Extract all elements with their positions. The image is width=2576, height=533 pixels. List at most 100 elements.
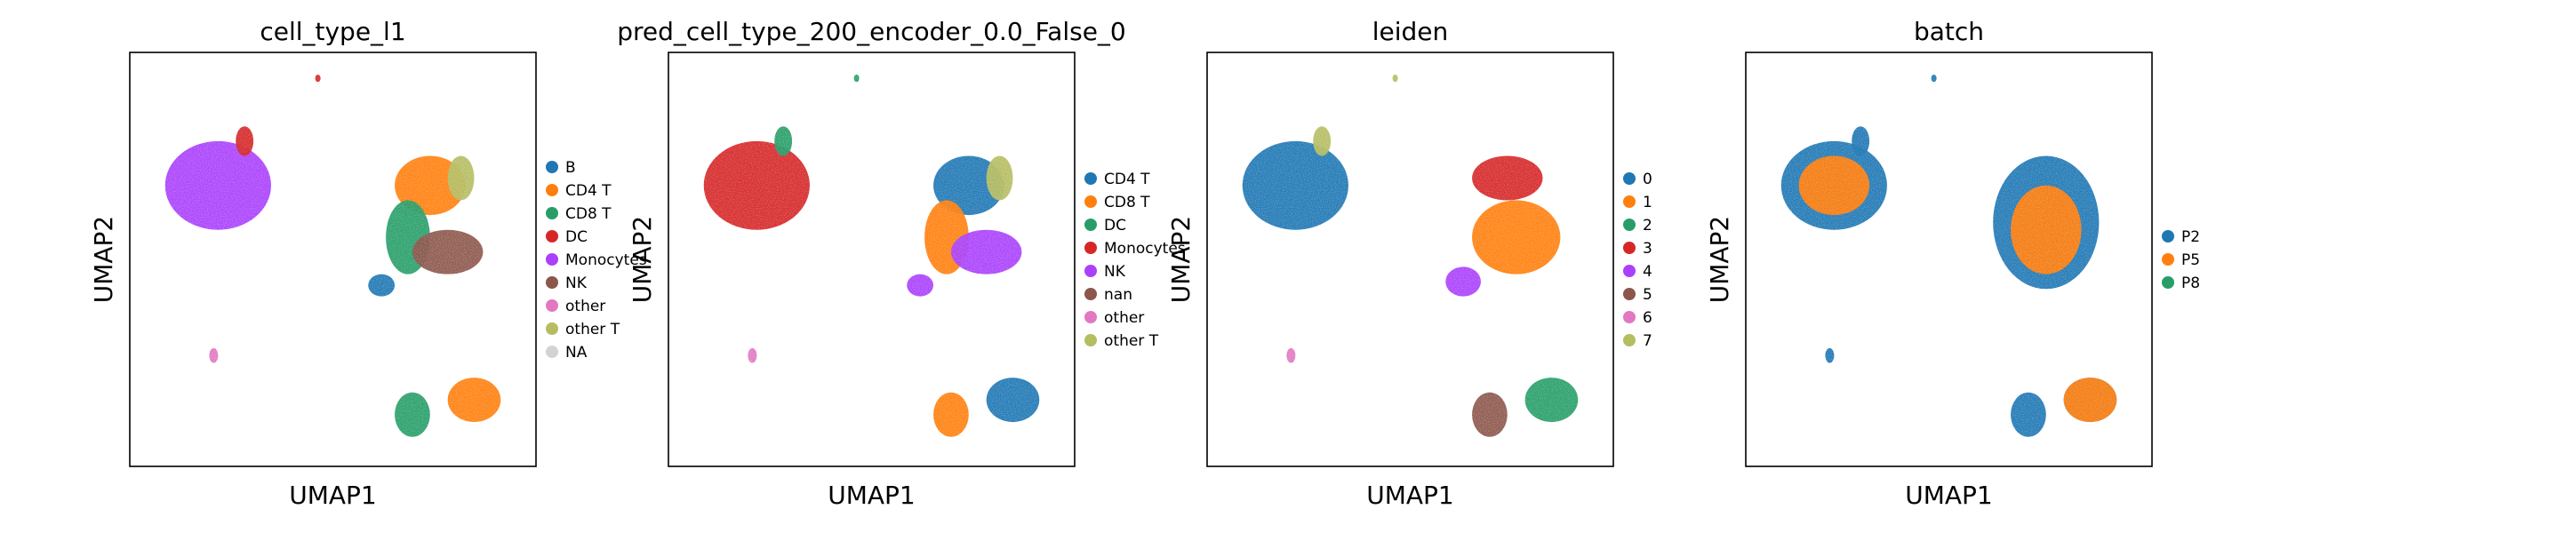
legend-label: DC [565,228,588,246]
legend-label: 4 [1643,263,1652,281]
legend-label: 7 [1643,332,1652,350]
legend-marker [1623,334,1636,346]
legend-marker [1623,242,1636,254]
legend-label: NK [1104,263,1126,281]
umap-panel-2: pred_cell_type_200_encoder_0.0_False_0 UM… [617,17,1186,510]
cluster-layer [1746,52,2152,466]
legend-label: 2 [1643,217,1652,235]
legend-marker [546,299,558,312]
legend-label: CD4 T [565,182,612,200]
umap-panel-3: leiden UMAP1 UMAP2 0 1 2 3 4 5 6 7 [1166,17,1652,510]
legend-marker [1084,265,1097,277]
legend-label: 0 [1643,171,1652,188]
legend-item: Monocytes [546,251,647,269]
legend-item: 6 [1623,309,1652,327]
legend-item: 3 [1623,240,1652,258]
plot-title: cell_type_l1 [260,17,405,46]
legend-marker [1623,219,1636,231]
y-axis-label: UMAP2 [1166,216,1196,304]
legend-item: DC [1084,217,1126,235]
legend-marker [1623,311,1636,323]
legend-item: other T [1084,332,1159,350]
point-texture [1746,52,2152,466]
legend-label: DC [1104,217,1126,235]
legend-item: DC [546,228,588,246]
legend-label: Monocytes [565,251,647,269]
legend-label: Monocytes [1104,240,1186,258]
legend-marker [1084,195,1097,208]
legend-label: P5 [2181,251,2200,269]
legend: CD4 T CD8 T DC Monocytes NK nan other other T [1084,171,1186,350]
point-texture [130,52,536,466]
legend-label: NK [565,274,588,292]
legend-item: 5 [1623,286,1652,304]
plot-title: leiden [1372,17,1449,46]
legend-item: NA [546,344,588,362]
legend-marker [1084,172,1097,185]
point-texture [1207,52,1613,466]
legend-marker [546,346,558,358]
legend-label: other [1104,309,1144,327]
legend: P2 P5 P8 [2162,228,2200,292]
legend-item: CD8 T [1084,194,1150,211]
point-texture [668,52,1075,466]
legend-marker [546,253,558,266]
legend-item: other [1084,309,1144,327]
legend-label: other T [565,321,620,338]
legend-item: Monocytes [1084,240,1186,258]
legend-item: CD4 T [1084,171,1150,188]
legend-marker [546,276,558,289]
legend-item: other T [546,321,620,338]
legend-item: P5 [2162,251,2200,269]
legend-label: P8 [2181,274,2200,292]
legend-label: other [565,298,605,315]
legend-item: CD8 T [546,205,612,223]
y-axis-label: UMAP2 [1705,216,1734,304]
axes-frame [668,52,1076,467]
cluster-layer [1207,52,1613,466]
legend-marker [1084,288,1097,300]
x-axis-label: UMAP1 [828,481,916,510]
y-axis-label: UMAP2 [89,216,118,304]
legend-label: other T [1104,332,1159,350]
legend-label: CD8 T [565,205,612,223]
legend-marker [1623,265,1636,277]
legend-item: 0 [1623,171,1652,188]
legend-item: P2 [2162,228,2200,246]
legend-marker [1084,219,1097,231]
legend-marker [1084,311,1097,323]
legend-marker [2162,253,2174,266]
legend-item: nan [1084,286,1132,304]
legend-marker [1623,195,1636,208]
legend-label: 6 [1643,309,1652,327]
legend-label: NA [565,344,588,362]
x-axis-label: UMAP1 [289,481,377,510]
legend-item: P8 [2162,274,2200,292]
axes-frame [129,52,537,467]
legend-label: 3 [1643,240,1652,258]
legend-item: other [546,298,605,315]
plot-title: pred_cell_type_200_encoder_0.0_False_0 [617,17,1125,46]
legend-marker [2162,276,2174,289]
legend-marker [1623,288,1636,300]
legend-label: 1 [1643,194,1652,211]
legend-item: B [546,159,576,177]
legend-label: nan [1104,286,1132,304]
legend-marker [546,161,558,173]
legend-marker [1084,242,1097,254]
legend: 0 1 2 3 4 5 6 7 [1623,171,1652,350]
legend-label: CD8 T [1104,194,1150,211]
legend-item: NK [1084,263,1126,281]
plot-title: batch [1914,17,1984,46]
cluster-layer [130,52,536,466]
legend-label: CD4 T [1104,171,1150,188]
legend-marker [546,230,558,243]
legend-item: 2 [1623,217,1652,235]
legend-item: NK [546,274,588,292]
legend-label: P2 [2181,228,2200,246]
umap-panel-4: batch UMAP1 UMAP2 P2 P5 P8 [1705,17,2200,510]
legend-label: B [565,159,576,177]
legend-label: 5 [1643,286,1652,304]
axes-frame [1745,52,2153,467]
